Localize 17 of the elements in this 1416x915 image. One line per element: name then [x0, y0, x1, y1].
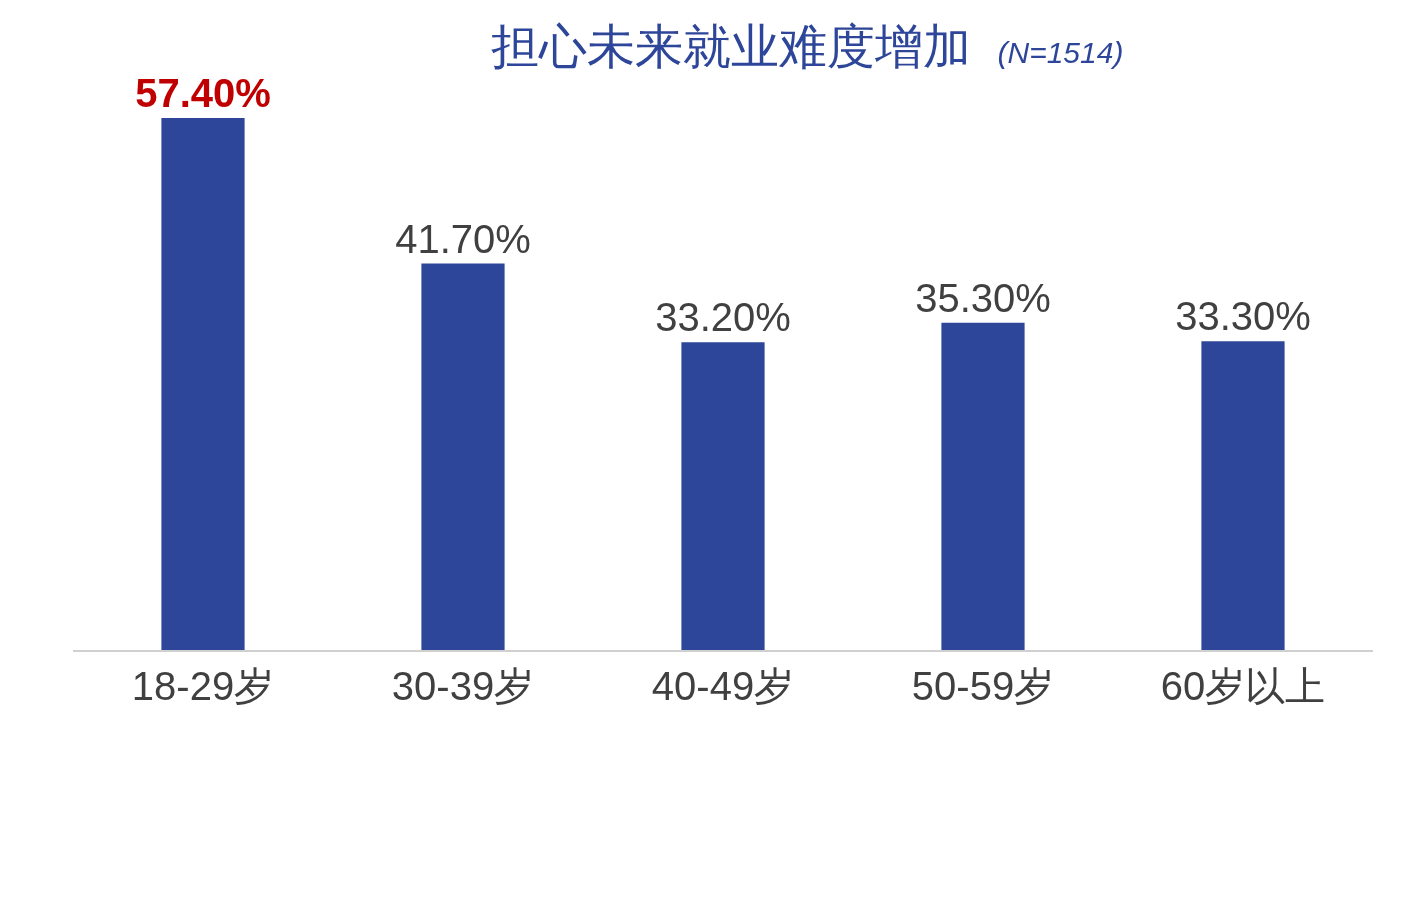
- chart-title: 担心未来就业难度增加: [490, 19, 971, 73]
- bar: [941, 322, 1025, 650]
- bar: [1201, 341, 1285, 650]
- data-label: 57.40%: [135, 71, 271, 115]
- x-tick-label: 40-49岁: [651, 664, 795, 708]
- data-label: 35.30%: [915, 275, 1051, 320]
- x-tick-label: 50-59岁: [911, 664, 1055, 708]
- x-tick-label: 30-39岁: [391, 664, 535, 708]
- data-label: 41.70%: [395, 216, 531, 261]
- data-label: 33.30%: [1175, 294, 1311, 339]
- x-tick-label: 18-29岁: [131, 664, 275, 708]
- chart-subtitle: (N=1514): [997, 35, 1124, 69]
- bar: [161, 118, 245, 650]
- bar: [681, 342, 765, 650]
- data-label: 33.20%: [655, 295, 791, 340]
- bar: [421, 263, 505, 650]
- x-tick-label: 60岁以上: [1160, 664, 1326, 708]
